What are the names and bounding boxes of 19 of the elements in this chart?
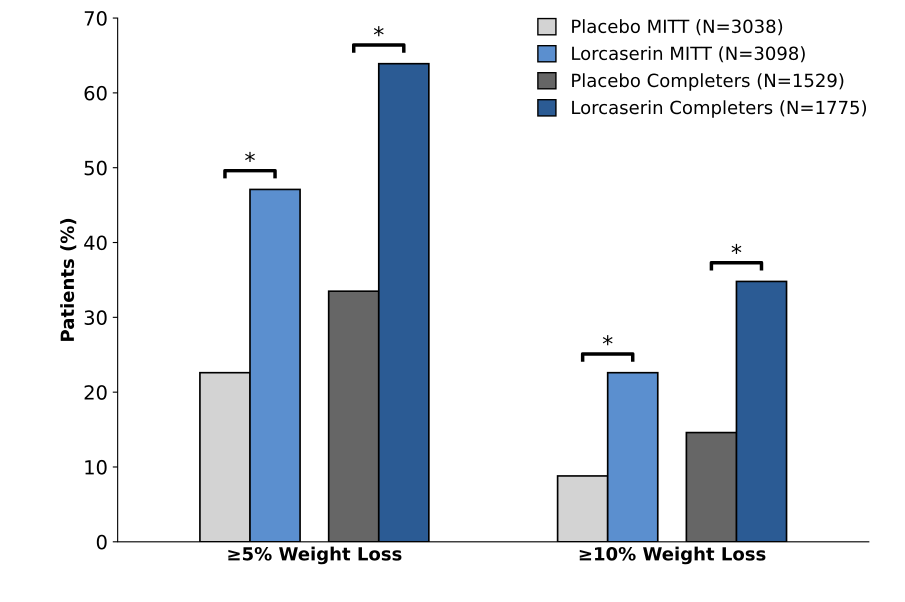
y-tick-label: 60 (84, 86, 107, 101)
annotation: * (602, 335, 613, 346)
annotation: * (374, 26, 384, 36)
legend-label: Lorcaserin MITT (N=3098) (572, 46, 805, 62)
y-tick-label: 0 (96, 534, 107, 550)
y-axis-title: Patients (%) (60, 218, 76, 341)
y-tick-label: 40 (84, 235, 107, 250)
legend-label: Placebo MITT (N=3038) (572, 19, 782, 36)
x-tick-label: ≥5% Weight Loss (228, 546, 402, 564)
y-tick-label: 20 (84, 385, 107, 400)
y-tick-label: 10 (85, 460, 107, 475)
legend-label: Lorcaserin Completers (N=1775) (572, 100, 866, 118)
annotation: * (245, 152, 255, 162)
annotation: * (732, 244, 742, 254)
legend-label: Placebo Completers (N=1529) (572, 73, 844, 91)
x-tick-label: ≥10% Weight Loss (580, 546, 766, 564)
y-tick-label: 50 (84, 160, 107, 176)
y-tick-label: 70 (84, 11, 107, 26)
y-tick-label: 30 (84, 310, 107, 326)
